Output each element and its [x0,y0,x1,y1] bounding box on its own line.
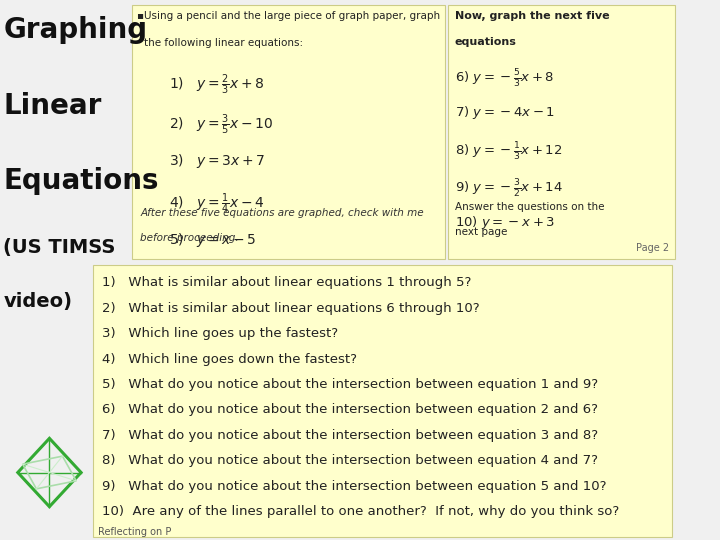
Text: 4)   $y = \frac{1}{4}x - 4$: 4) $y = \frac{1}{4}x - 4$ [169,191,265,215]
Text: video): video) [4,292,73,310]
Text: (US TIMSS: (US TIMSS [4,238,116,256]
Text: 6) $y = -\frac{5}{3}x + 8$: 6) $y = -\frac{5}{3}x + 8$ [455,68,554,90]
Text: 3)   $y = 3x + 7$: 3) $y = 3x + 7$ [169,152,266,170]
Text: 8) $y = -\frac{1}{3}x + 12$: 8) $y = -\frac{1}{3}x + 12$ [455,141,562,163]
Text: the following linear equations:: the following linear equations: [144,38,303,48]
Text: 1)   What is similar about linear equations 1 through 5?: 1) What is similar about linear equation… [102,276,471,289]
Text: Answer the questions on the: Answer the questions on the [455,202,605,213]
Text: 10)  Are any of the lines parallel to one another?  If not, why do you think so?: 10) Are any of the lines parallel to one… [102,505,618,518]
Text: 1)   $y = \frac{2}{3}x + 8$: 1) $y = \frac{2}{3}x + 8$ [169,73,265,97]
Text: 2)   What is similar about linear equations 6 through 10?: 2) What is similar about linear equation… [102,302,480,315]
Text: Now, graph the next five: Now, graph the next five [455,11,610,21]
FancyBboxPatch shape [132,5,445,259]
Text: 5)   What do you notice about the intersection between equation 1 and 9?: 5) What do you notice about the intersec… [102,378,598,391]
Text: 8)   What do you notice about the intersection between equation 4 and 7?: 8) What do you notice about the intersec… [102,454,598,467]
Text: Linear: Linear [4,92,102,120]
Text: 5)   $y = x - 5$: 5) $y = x - 5$ [169,231,257,248]
Text: 3)   Which line goes up the fastest?: 3) Which line goes up the fastest? [102,327,338,340]
Text: 7)   What do you notice about the intersection between equation 3 and 8?: 7) What do you notice about the intersec… [102,429,598,442]
Text: 9)   What do you notice about the intersection between equation 5 and 10?: 9) What do you notice about the intersec… [102,480,606,492]
Text: Graphing: Graphing [4,16,148,44]
Text: ▪Using a pencil and the large piece of graph paper, graph: ▪Using a pencil and the large piece of g… [138,11,441,21]
Text: 9) $y = -\frac{3}{2}x + 14$: 9) $y = -\frac{3}{2}x + 14$ [455,178,563,200]
FancyBboxPatch shape [94,265,672,537]
Text: 10) $y = -x + 3$: 10) $y = -x + 3$ [455,214,555,231]
Text: 2)   $y = \frac{3}{5}x - 10$: 2) $y = \frac{3}{5}x - 10$ [169,112,274,137]
Text: 4)   Which line goes down the fastest?: 4) Which line goes down the fastest? [102,353,356,366]
Text: Reflecting on P: Reflecting on P [98,527,171,537]
Text: equations: equations [455,37,517,47]
Text: next page: next page [455,227,508,237]
FancyBboxPatch shape [449,5,675,259]
Text: before proceeding.: before proceeding. [140,233,239,244]
Text: 7) $y = -4x - 1$: 7) $y = -4x - 1$ [455,104,555,121]
Text: Page 2: Page 2 [636,242,670,253]
Text: After these five equations are graphed, check with me: After these five equations are graphed, … [140,208,424,218]
Text: Equations: Equations [4,167,159,195]
Text: 6)   What do you notice about the intersection between equation 2 and 6?: 6) What do you notice about the intersec… [102,403,598,416]
